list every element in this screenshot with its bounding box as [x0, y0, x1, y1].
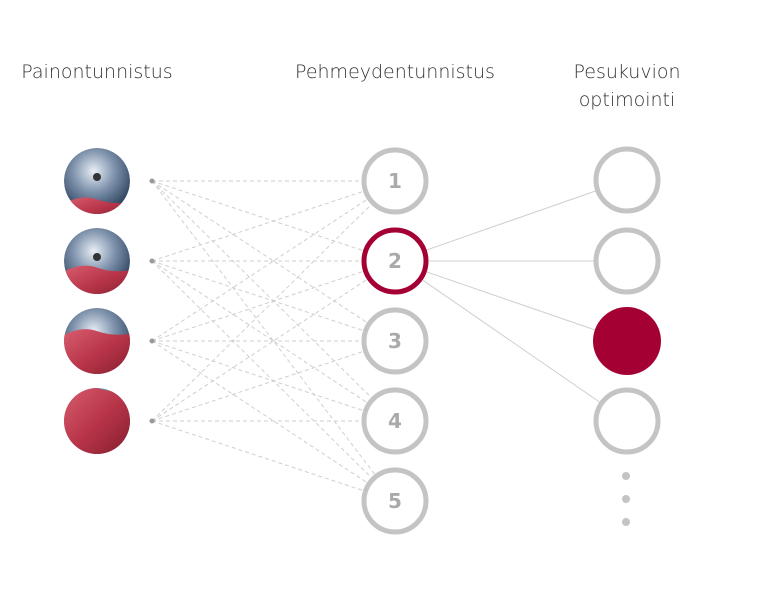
laundry-cloth [64, 388, 130, 454]
pattern-node [593, 146, 661, 214]
softness-node-label: 5 [388, 489, 402, 513]
softness-node-3 [361, 307, 429, 375]
laundry-cloth [64, 329, 130, 374]
softness-node-5 [361, 467, 429, 535]
ellipsis-dot [622, 472, 630, 480]
load-image-drum-full [64, 388, 130, 454]
load-image-drum-mostly-full [64, 308, 130, 374]
dashed-connection [151, 180, 368, 324]
header-pattern-optimization: Pesukuvion optimointi [540, 58, 714, 114]
softness-node-4 [361, 387, 429, 455]
input-dot [149, 258, 155, 264]
solid-connection [426, 190, 597, 251]
dashed-connection [151, 350, 364, 422]
dashed-connection [151, 180, 372, 399]
softness-node-1 [361, 147, 429, 215]
solid-connection [426, 271, 596, 331]
load-image-drum-half-full [64, 228, 130, 294]
dashed-connection [151, 180, 364, 252]
input-dot [149, 338, 155, 344]
dashed-connection [151, 340, 364, 412]
dashed-connection [151, 278, 368, 422]
input-dot [149, 418, 155, 424]
pattern-node-selected [593, 307, 661, 375]
load-image-drum-mostly-empty [64, 148, 130, 214]
softness-node-label: 1 [388, 169, 402, 193]
softness-node-label: 3 [388, 329, 402, 353]
dashed-connection [151, 260, 368, 404]
dashed-connection [151, 190, 364, 262]
softness-node-label: 4 [388, 409, 402, 433]
dashed-connection [151, 420, 364, 492]
drum-center [93, 173, 101, 181]
pattern-node [593, 387, 661, 455]
ellipsis-dot [622, 518, 630, 526]
dashed-connection [151, 180, 376, 476]
softness-node-label: 2 [388, 249, 402, 273]
header-softness-detection: Pehmeydentunnistus [295, 61, 495, 83]
pattern-node [593, 227, 661, 295]
dashed-connection [151, 340, 368, 484]
header-line-2: optimointi [578, 89, 676, 111]
drum-center [93, 253, 101, 261]
solid-connection [422, 279, 601, 403]
header-line-1: Pesukuvion [573, 61, 681, 83]
softness-node-2 [361, 227, 429, 295]
dashed-connection [151, 270, 364, 342]
header-weight-detection: Painontunnistus [21, 61, 173, 83]
dashed-connection [151, 260, 364, 332]
dashed-connection [151, 198, 368, 342]
ellipsis-dot [622, 495, 630, 503]
dashed-connection [151, 260, 372, 479]
input-dot [149, 178, 155, 184]
laundry-cloth [64, 197, 130, 214]
dashed-connection [151, 203, 372, 422]
